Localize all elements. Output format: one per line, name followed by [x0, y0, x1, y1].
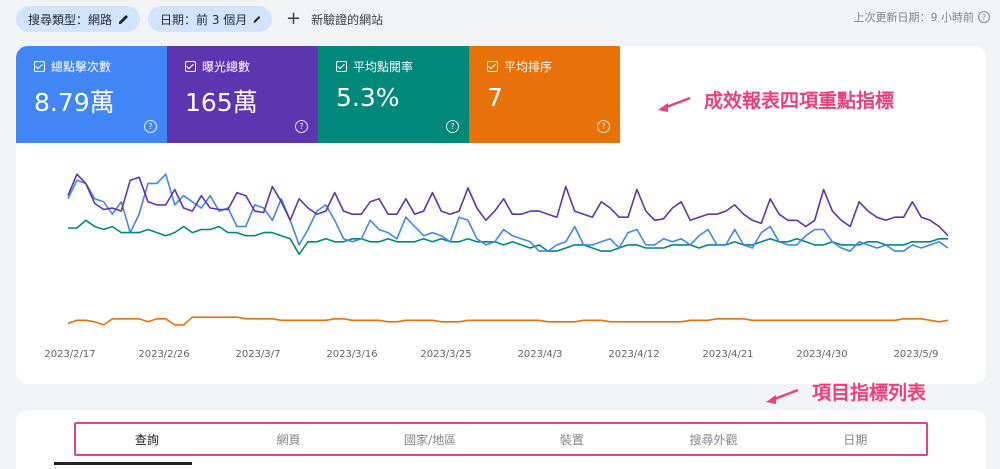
dimension-tabs-card: 查詢 網頁 國家/地區 裝置 搜尋外觀 日期 [16, 410, 986, 469]
help-icon[interactable]: ? [295, 120, 308, 133]
series-line-clicks [67, 173, 949, 252]
help-icon[interactable]: ? [144, 120, 157, 133]
help-icon[interactable]: ? [597, 120, 610, 133]
metric-value: 8.79萬 [34, 88, 115, 117]
last-updated-text: 上次更新日期：9 小時前 [853, 11, 975, 24]
metric-label: 總點擊次數 [51, 60, 112, 74]
performance-line-chart: 2023/2/17 2023/2/26 2023/3/7 2023/3/16 2023/… [44, 173, 949, 360]
x-tick-label: 2023/4/30 [796, 349, 847, 360]
metric-value: 7 [487, 83, 503, 112]
active-tab-indicator [54, 462, 192, 465]
plus-icon: + [286, 8, 302, 29]
x-tick-label: 2023/3/7 [236, 349, 281, 360]
metric-value: 5.3% [336, 83, 400, 112]
checkbox-icon[interactable] [487, 61, 498, 72]
checkbox-icon[interactable] [336, 61, 347, 72]
metric-total-clicks[interactable]: 總點擊次數 8.79萬 ? [16, 46, 167, 143]
last-updated-info: 上次更新日期：9 小時前 ? [853, 9, 990, 25]
tab-dates[interactable]: 日期 [843, 432, 868, 447]
tab-pages[interactable]: 網頁 [276, 432, 301, 447]
x-tick-label: 2023/2/17 [44, 349, 95, 360]
checkbox-icon[interactable] [34, 61, 45, 72]
add-filter-label: 新驗證的網站 [311, 12, 384, 27]
search-type-filter-chip[interactable]: 搜尋類型：網路 [16, 6, 140, 32]
edit-pencil-icon [253, 16, 261, 23]
metric-label: 平均點閱率 [353, 60, 414, 74]
metric-label: 平均排序 [504, 60, 553, 74]
metrics-annotation: 成效報表四項重點指標 [704, 90, 895, 112]
metric-value: 165萬 [185, 88, 258, 117]
metric-average-ctr[interactable]: 平均點閱率 5.3% ? [318, 46, 469, 143]
metric-label: 曝光總數 [202, 60, 251, 74]
tabs-annotation: 項目指標列表 [812, 382, 927, 404]
x-tick-label: 2023/3/16 [326, 349, 377, 360]
metric-average-position[interactable]: 平均排序 7 ? [469, 46, 620, 143]
add-filter-button[interactable]: + 新驗證的網站 [286, 6, 383, 32]
tab-countries[interactable]: 國家/地區 [404, 432, 457, 447]
date-filter-chip[interactable]: 日期：前 3 個月 [148, 6, 272, 32]
x-tick-label: 2023/4/12 [608, 349, 659, 360]
series-line-ctr [68, 219, 948, 255]
tab-search-appearance[interactable]: 搜尋外觀 [689, 432, 738, 447]
edit-pencil-icon [119, 15, 129, 24]
x-tick-label: 2023/2/26 [138, 349, 189, 360]
x-tick-label: 2023/5/9 [894, 349, 939, 360]
filter-bar: 搜尋類型：網路 日期：前 3 個月 + 新驗證的網站 上次更新日期：9 小時前 … [0, 0, 1000, 38]
tab-devices[interactable]: 裝置 [559, 432, 584, 447]
series-line-position [67, 316, 949, 326]
checkbox-icon[interactable] [185, 61, 196, 72]
dimension-tabs: 查詢 網頁 國家/地區 裝置 搜尋外觀 日期 [74, 422, 928, 456]
performance-card: 總點擊次數 8.79萬 ? 曝光總數 165萬 ? 平均點閱率 5.3% ? 平… [16, 46, 986, 384]
annotation-arrow-icon [658, 96, 691, 112]
x-tick-label: 2023/4/21 [702, 349, 753, 360]
help-icon[interactable]: ? [978, 11, 990, 23]
tab-queries[interactable]: 查詢 [134, 432, 159, 447]
help-icon[interactable]: ? [446, 120, 459, 133]
annotation-arrow-icon [766, 388, 799, 404]
x-tick-label: 2023/4/3 [518, 349, 563, 360]
series-line-impressions [67, 173, 949, 237]
search-type-label: 搜尋類型：網路 [28, 12, 113, 27]
x-tick-label: 2023/3/25 [420, 349, 471, 360]
metric-total-impressions[interactable]: 曝光總數 165萬 ? [167, 46, 318, 143]
date-range-label: 日期：前 3 個月 [160, 12, 248, 27]
